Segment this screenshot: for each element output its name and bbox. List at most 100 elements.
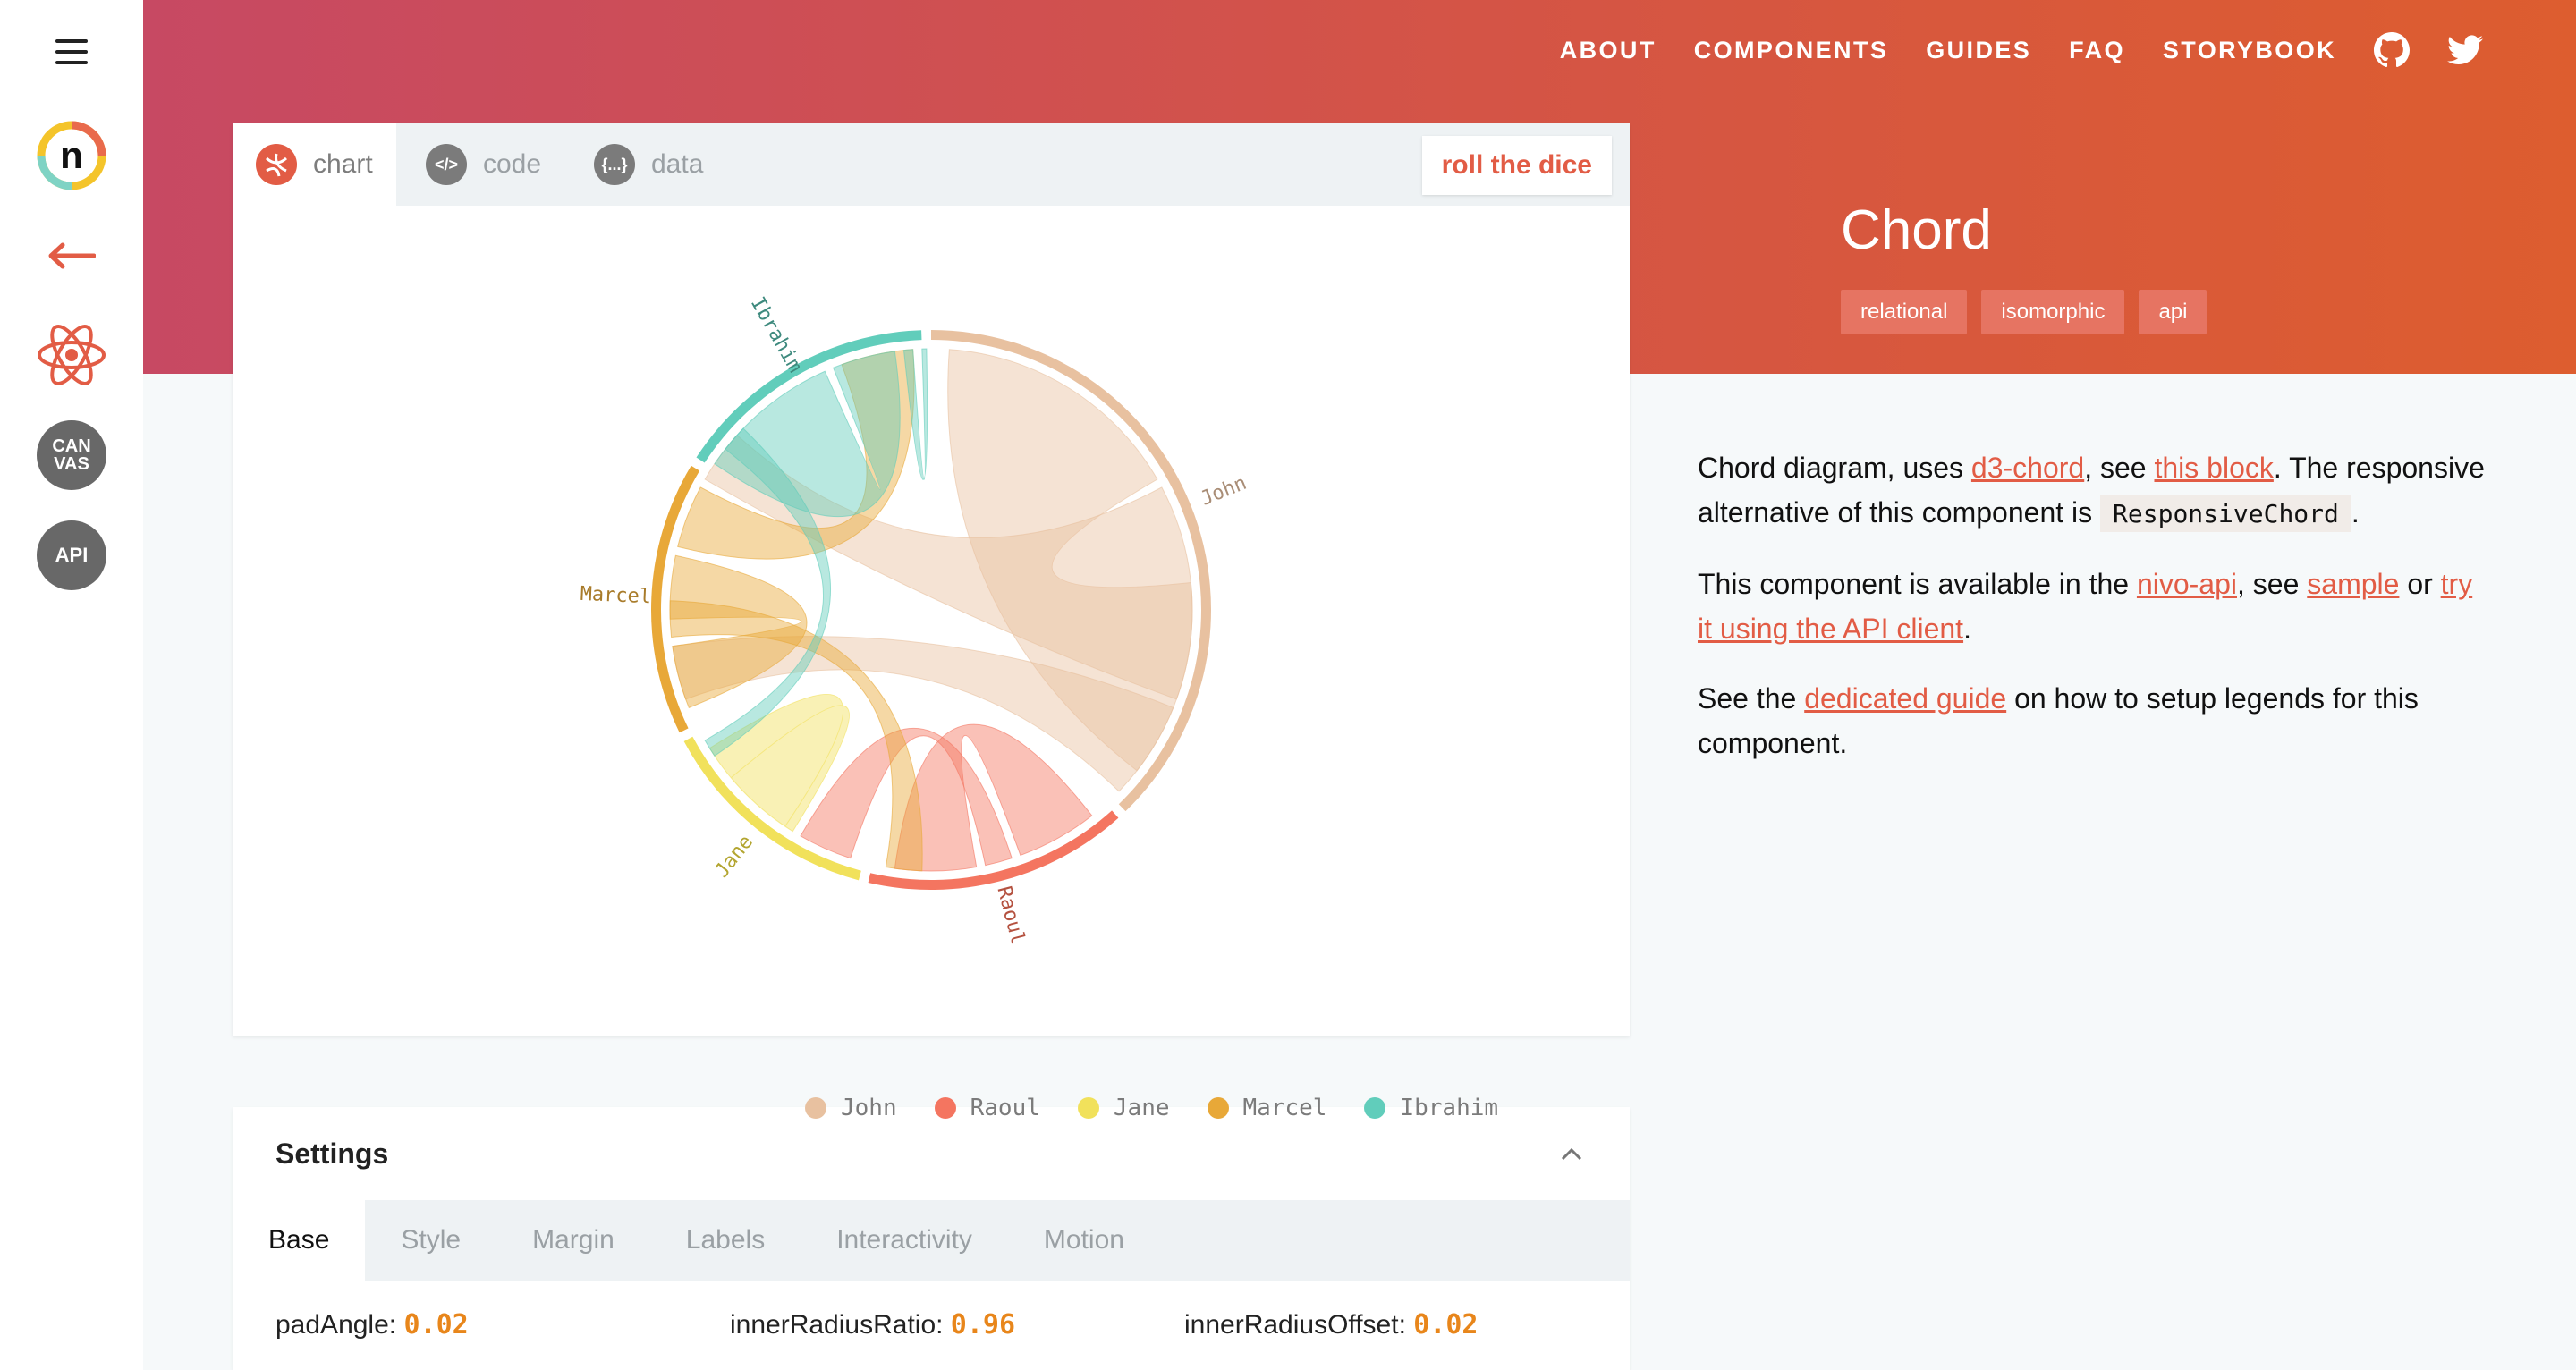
chord-ribbon-john[interactable] xyxy=(704,434,1193,700)
text: or xyxy=(2399,568,2441,600)
legend-swatch xyxy=(1207,1097,1229,1119)
dedicated-guide-link[interactable]: dedicated guide xyxy=(1804,682,2007,715)
chart-tabs: chart </> code {...} data roll the dice xyxy=(233,123,1630,206)
data-icon: {...} xyxy=(594,144,635,185)
tab-chart-label: chart xyxy=(313,149,373,179)
chord-ribbon-ibrahim[interactable] xyxy=(714,351,901,518)
nivo-api-link[interactable]: nivo-api xyxy=(2136,568,2237,600)
chord-label-john: John xyxy=(1198,472,1250,511)
control-value: 0.02 xyxy=(1413,1309,1479,1340)
legend-label: John xyxy=(841,1095,897,1121)
api-label: API xyxy=(55,544,89,566)
tag-isomorphic[interactable]: isomorphic xyxy=(1981,290,2125,334)
tab-data[interactable]: {...} data xyxy=(571,123,726,206)
settings-tab-margin[interactable]: Margin xyxy=(532,1225,614,1255)
settings-tab-base[interactable]: Base xyxy=(233,1200,366,1281)
settings-panel: Settings Base Style Margin Labels Intera… xyxy=(233,1107,1630,1370)
text: . The responsive alternative of this com… xyxy=(1698,452,2485,529)
legend-swatch xyxy=(1364,1097,1386,1119)
chart-card: chart </> code {...} data roll the dice … xyxy=(233,123,1630,1121)
text: Chord diagram, uses xyxy=(1698,452,1971,484)
nav-components[interactable]: COMPONENTS xyxy=(1693,36,1889,63)
chord-arcs xyxy=(651,330,1211,890)
chord-arc-raoul[interactable] xyxy=(868,810,1119,890)
this-block-link[interactable]: this block xyxy=(2154,452,2274,484)
chord-ribbon-raoul[interactable] xyxy=(800,728,1013,867)
page-title: Chord xyxy=(1841,199,1992,261)
chord-ribbon-ibrahim[interactable] xyxy=(704,427,831,757)
legend-item-raoul[interactable]: Raoul xyxy=(934,1095,1040,1121)
canvas-label-top: CAN xyxy=(52,436,91,456)
text: on how to setup legends for this compone… xyxy=(1698,682,2419,759)
settings-tab-interactivity[interactable]: Interactivity xyxy=(836,1225,972,1255)
chord-label-ibrahim: Ibrahim xyxy=(746,293,806,376)
canvas-label-bottom: VAS xyxy=(54,454,89,474)
nav-faq[interactable]: FAQ xyxy=(2069,36,2125,63)
component-description: Chord diagram, uses d3-chord, see this b… xyxy=(1698,445,2485,791)
chord-ribbon-raoul[interactable] xyxy=(894,723,1093,872)
control-pad-angle[interactable]: padAngle: 0.02 xyxy=(275,1309,730,1340)
control-value: 0.02 xyxy=(403,1309,469,1340)
legend-item-ibrahim[interactable]: Ibrahim xyxy=(1364,1095,1498,1121)
text: . xyxy=(1963,613,1971,645)
description-paragraph: See the dedicated guide on how to setup … xyxy=(1698,676,2485,765)
settings-tab-labels[interactable]: Labels xyxy=(685,1225,766,1255)
chord-label-marcel: Marcel xyxy=(580,583,651,608)
nav-guides[interactable]: GUIDES xyxy=(1926,36,2032,63)
chord-arc-marcel[interactable] xyxy=(651,465,700,733)
chord-ribbon-john[interactable] xyxy=(672,636,1174,792)
text: This component is available in the xyxy=(1698,568,2137,600)
chord-ribbon-john[interactable] xyxy=(947,349,1193,772)
text: . xyxy=(2351,496,2360,529)
chord-ribbon-ibrahim[interactable] xyxy=(902,348,928,480)
tab-code-label: code xyxy=(483,149,542,179)
tag-api[interactable]: api xyxy=(2139,290,2207,334)
legend-swatch xyxy=(934,1097,956,1119)
legend-item-john[interactable]: John xyxy=(805,1095,897,1121)
github-icon[interactable] xyxy=(2374,32,2410,68)
legend-label: Raoul xyxy=(970,1095,1040,1121)
twitter-icon[interactable] xyxy=(2447,32,2483,68)
legend-label: Jane xyxy=(1113,1095,1170,1121)
legend-item-jane[interactable]: Jane xyxy=(1077,1095,1170,1121)
chevron-up-icon[interactable] xyxy=(1558,1141,1585,1168)
legend-label: Ibrahim xyxy=(1400,1095,1499,1121)
roll-the-dice-button[interactable]: roll the dice xyxy=(1421,136,1612,195)
legend-item-marcel[interactable]: Marcel xyxy=(1207,1095,1326,1121)
nav-storybook[interactable]: STORYBOOK xyxy=(2162,36,2336,63)
api-badge[interactable]: API xyxy=(36,520,107,591)
nivo-logo[interactable]: n xyxy=(36,120,107,191)
sidebar: n CAN VAS API xyxy=(0,0,143,1370)
legend-swatch xyxy=(1077,1097,1099,1119)
control-inner-radius-offset[interactable]: innerRadiusOffset: 0.02 xyxy=(1184,1309,1639,1340)
sample-link[interactable]: sample xyxy=(2307,568,2400,600)
chord-chart[interactable]: John Raoul Jane Marcel Ibrahim xyxy=(233,206,1630,993)
tag-relational[interactable]: relational xyxy=(1841,290,1968,334)
settings-controls: padAngle: 0.02 innerRadiusRatio: 0.96 in… xyxy=(275,1309,1639,1340)
d3-chord-link[interactable]: d3-chord xyxy=(1970,452,2085,484)
nav-about[interactable]: ABOUT xyxy=(1559,36,1657,63)
responsive-chord-code: ResponsiveChord xyxy=(2100,495,2351,532)
chord-arc-jane[interactable] xyxy=(683,736,861,881)
settings-tab-style[interactable]: Style xyxy=(401,1225,462,1255)
hamburger-menu-icon[interactable] xyxy=(36,16,107,88)
arrow-left-icon[interactable] xyxy=(36,220,107,292)
description-paragraph: Chord diagram, uses d3-chord, see this b… xyxy=(1698,445,2485,537)
description-paragraph: This component is available in the nivo-… xyxy=(1698,562,2485,651)
chord-ribbon-marcel[interactable] xyxy=(669,600,923,872)
chart-legend: John Raoul Jane Marcel Ibrahim xyxy=(805,1095,1536,1121)
react-atom-icon[interactable] xyxy=(36,319,107,391)
text: , see xyxy=(2084,452,2155,484)
settings-tab-motion[interactable]: Motion xyxy=(1043,1225,1124,1255)
tab-code[interactable]: </> code xyxy=(402,123,564,206)
control-label: innerRadiusRatio: xyxy=(730,1310,951,1340)
control-value: 0.96 xyxy=(950,1309,1016,1340)
canvas-badge[interactable]: CAN VAS xyxy=(36,419,107,491)
tab-chart[interactable]: chart xyxy=(233,123,396,206)
tab-data-label: data xyxy=(651,149,704,179)
control-inner-radius-ratio[interactable]: innerRadiusRatio: 0.96 xyxy=(730,1309,1184,1340)
text: , see xyxy=(2237,568,2308,600)
control-label: padAngle: xyxy=(275,1310,404,1340)
text: See the xyxy=(1698,682,1805,715)
api-client-link[interactable]: try it using the API client xyxy=(1698,568,2473,645)
